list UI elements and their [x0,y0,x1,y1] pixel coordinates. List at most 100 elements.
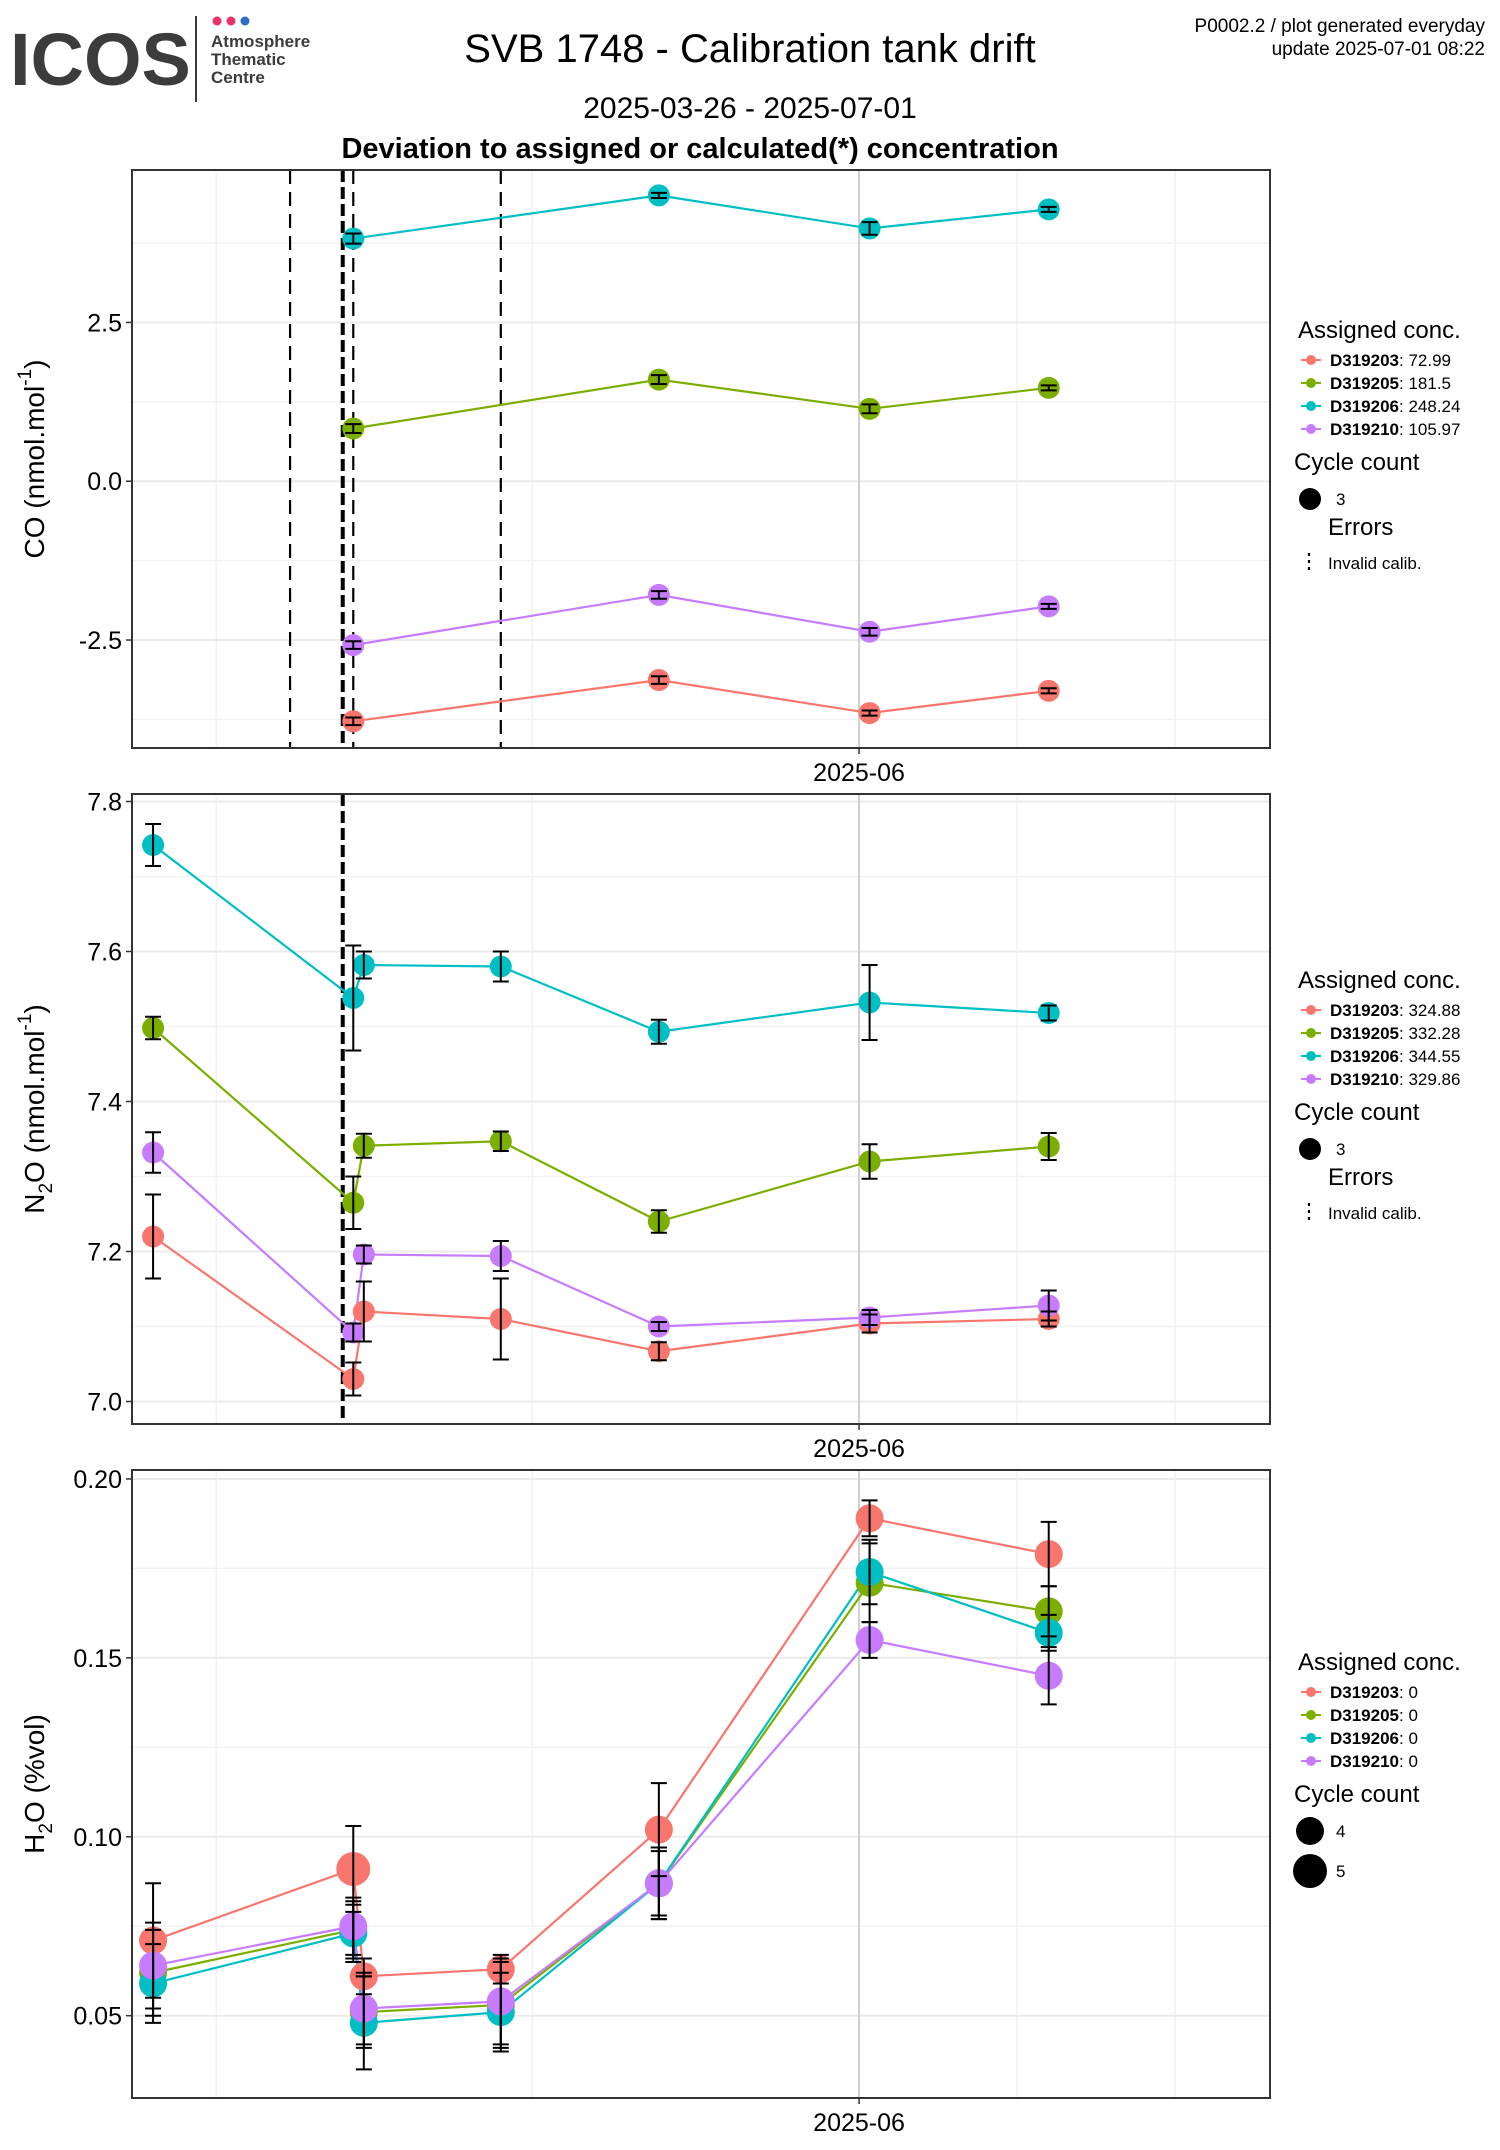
legend-title-errors: Errors [1328,514,1393,541]
y-axis-label: H2O (%vol) [19,1714,57,1854]
date-range: 2025-03-26 - 2025-07-01 [583,92,917,125]
legend-cycle-label: 4 [1336,1822,1345,1841]
legend-assigned-value: : 72.99 [1399,351,1451,370]
legend-title-assigned: Assigned conc. [1298,317,1461,344]
legend-tank-id: D319210 [1330,420,1399,439]
y-axis-label-part: H [19,1834,50,1854]
legend-key-point [1306,1051,1316,1061]
legend-key-point [1306,1074,1316,1084]
legend-tank-id: D319203 [1330,351,1399,370]
y-axis-label-part: ) [19,360,50,369]
logo-dot [240,16,250,26]
y-tick-label: 7.0 [87,1389,122,1417]
y-tick-label: 7.8 [87,789,122,817]
legend-assigned-value: : 344.55 [1399,1047,1460,1066]
legend-title-cycle: Cycle count [1294,449,1420,476]
legend-entry: D319210: 105.97 [1330,420,1460,439]
y-axis-label-part: ) [19,1004,50,1013]
legend-entry: D319203: 324.88 [1330,1001,1460,1020]
legend-assigned-value: : 181.5 [1399,374,1451,393]
legend-invalid-label: Invalid calib. [1328,554,1422,573]
legend-tank-id: D319206 [1330,1729,1399,1748]
legend-key-point [1306,1710,1316,1720]
legend-cycle-label: 5 [1336,1862,1345,1881]
legend-cycle-marker [1299,488,1321,510]
y-axis-label: N2O (nmol.mol-1) [15,1004,57,1214]
panel-co: -2.5 0.0 2.5 2025-06 CO (nmol.mol-1) Assigned… [15,169,1461,787]
legend-entry: D319206: 0 [1330,1729,1418,1748]
legend-entry: D319203: 0 [1330,1683,1418,1702]
series-line-D319203 [353,678,1049,723]
series-line-D319210 [353,593,1049,647]
legend-key-point [1306,355,1316,365]
legend-assigned-value: : 0 [1399,1752,1418,1771]
legend-entry: D319205: 332.28 [1330,1024,1460,1043]
y-axis-label-part: O (%vol) [19,1714,50,1823]
legend-assigned-value: : 332.28 [1399,1024,1460,1043]
plot-background [132,170,1270,748]
y-axis-label-part: -1 [15,369,36,386]
legend-tank-id: D319206 [1330,1047,1399,1066]
logo-sub-line: Centre [211,68,265,87]
legend-invalid-label: Invalid calib. [1328,1204,1422,1223]
y-tick-label: -2.5 [79,627,122,655]
y-axis-label-part: O (nmol.mol [19,1030,50,1182]
plot-background [132,1470,1270,2098]
plot-border [131,793,1271,1425]
panel-n2o: 7.0 7.2 7.4 7.6 7.8 2025-06 N2O (nmol.mol-1) As… [15,789,1461,1464]
y-tick-label: 2.5 [87,309,122,337]
legend-assigned-value: : 324.88 [1399,1001,1460,1020]
legend-key-point [1306,1005,1316,1015]
y-tick-label: 0.20 [73,1466,122,1494]
legend-title-assigned: Assigned conc. [1298,967,1461,994]
x-tick-label: 2025-06 [813,2109,905,2137]
legend-entry: D319205: 0 [1330,1706,1418,1725]
legend-entry: D319210: 329.86 [1330,1070,1460,1089]
legend-tank-id: D319206 [1330,397,1399,416]
legend-cycle-marker [1293,1854,1327,1888]
chart-subtitle: Deviation to assigned or calculated(*) c… [341,133,1058,165]
plot-id-note: P0002.2 / plot generated everyday [1195,16,1486,37]
legend-key-point [1306,378,1316,388]
y-axis-label-part: 2 [36,1823,57,1834]
legend-key-point [1306,1756,1316,1766]
plot-background [132,794,1270,1424]
legend-key-point [1306,1028,1316,1038]
legend-assigned-value: : 0 [1399,1683,1418,1702]
y-tick-label: 7.6 [87,939,122,967]
legend-cycle-label: 3 [1336,1140,1345,1159]
series-line-D319206 [353,194,1049,240]
legend-title-cycle: Cycle count [1294,1099,1420,1126]
legend-tank-id: D319210 [1330,1752,1399,1771]
logo-sub-line: Atmosphere [211,32,310,51]
legend-assigned-value: : 0 [1399,1729,1418,1748]
y-axis-label-part: -1 [15,1014,36,1031]
logo-divider [195,16,197,102]
x-tick-label: 2025-06 [813,1435,905,1463]
logo-dot [226,16,236,26]
legend-assigned-value: : 105.97 [1399,420,1460,439]
y-tick-label: 7.4 [87,1089,122,1117]
legend-key-point [1306,1733,1316,1743]
y-tick-label: 0.10 [73,1824,122,1852]
y-tick-label: 7.2 [87,1239,122,1267]
legend-assigned-value: : 329.86 [1399,1070,1460,1089]
legend-title-assigned: Assigned conc. [1298,1649,1461,1676]
legend-tank-id: D319205 [1330,374,1399,393]
panel-h2o: 0.05 0.10 0.15 0.20 2025-06 H2O (%vol) Assigne… [19,1466,1461,2137]
legend-entry: D319206: 248.24 [1330,397,1460,416]
legend-entry: D319206: 344.55 [1330,1047,1460,1066]
logo-dot [212,16,222,26]
legend-title-cycle: Cycle count [1294,1781,1420,1808]
legend-tank-id: D319210 [1330,1070,1399,1089]
y-axis-label: CO (nmol.mol-1) [15,360,50,559]
legend-n2o: Assigned conc. D319203: 324.88 D319205: 33… [1294,967,1461,1223]
legend-tank-id: D319205 [1330,1024,1399,1043]
legend-tank-id: D319205 [1330,1706,1399,1725]
series-line-D319205 [353,378,1049,430]
legend-tank-id: D319203 [1330,1683,1399,1702]
legend-cycle-marker [1296,1817,1324,1845]
legend-key-point [1306,1687,1316,1697]
